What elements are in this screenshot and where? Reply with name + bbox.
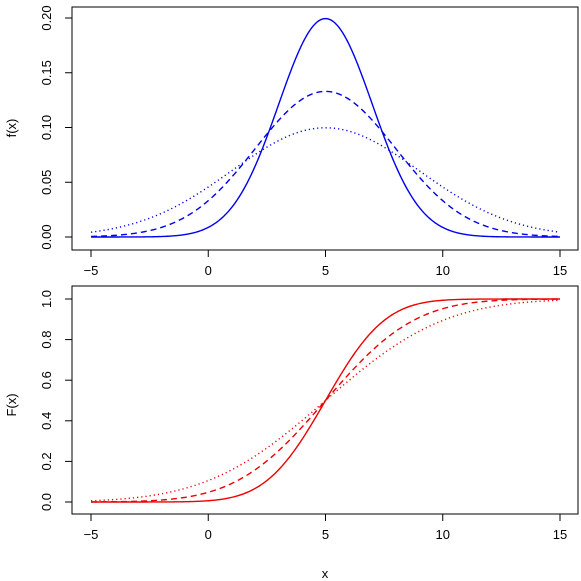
density-y-tick-label: 0.10 [39, 115, 54, 140]
cdf-x-tick-label: 10 [436, 527, 450, 542]
cdf-curve-dashed [91, 298, 560, 503]
cdf-y-tick-label: 0.4 [39, 412, 54, 430]
cdf-curve-solid [91, 298, 560, 503]
density-y-tick-label: 0.15 [39, 60, 54, 85]
density-curve-dashed [90, 90, 561, 238]
density-y-tick-label: 0.20 [39, 5, 54, 30]
density-x-tick-label: 5 [322, 263, 329, 278]
cdf-y-tick-label: 0.2 [39, 452, 54, 470]
density-curves [90, 17, 561, 238]
density-curve-solid [91, 17, 560, 238]
density-y-tick-label: 0.05 [39, 170, 54, 195]
cdf-y-tick-label: 0.6 [39, 371, 54, 389]
cdf-x-tick-label: 5 [322, 527, 329, 542]
cdf-x-tick-label: 15 [553, 527, 567, 542]
density-y-axis-title: f(x) [4, 119, 19, 138]
cdf-x-tick-label: 0 [205, 527, 212, 542]
cdf-panel: −5 0 5 10 15 0.0 0.2 0.4 0.6 0.8 1.0 F(x) x [4, 285, 579, 581]
cdf-y-axis: 0.0 0.2 0.4 0.6 0.8 1.0 [39, 290, 72, 511]
cdf-x-axis: −5 0 5 10 15 [84, 514, 567, 542]
density-x-tick-label: −5 [84, 263, 99, 278]
cdf-y-tick-label: 1.0 [39, 290, 54, 308]
cdf-y-axis-title: F(x) [4, 393, 19, 416]
cdf-y-tick-label: 0.8 [39, 331, 54, 349]
cdf-curves [90, 298, 561, 503]
density-plot-frame [71, 6, 579, 251]
cdf-curve-dotted [90, 299, 561, 502]
density-x-tick-label: 10 [436, 263, 450, 278]
density-x-tick-label: 15 [553, 263, 567, 278]
density-x-axis: −5 0 5 10 15 [84, 250, 567, 278]
density-x-tick-label: 0 [205, 263, 212, 278]
density-y-tick-label: 0.00 [39, 224, 54, 249]
cdf-x-axis-title: x [322, 566, 329, 581]
cdf-y-tick-label: 0.0 [39, 493, 54, 511]
density-y-axis: 0.00 0.05 0.10 0.15 0.20 [39, 5, 72, 250]
density-panel: −5 0 5 10 15 0.00 0.05 0.10 0.15 0.20 f(x) [4, 5, 579, 278]
density-curve-dotted [90, 127, 561, 233]
cdf-x-tick-label: −5 [84, 527, 99, 542]
